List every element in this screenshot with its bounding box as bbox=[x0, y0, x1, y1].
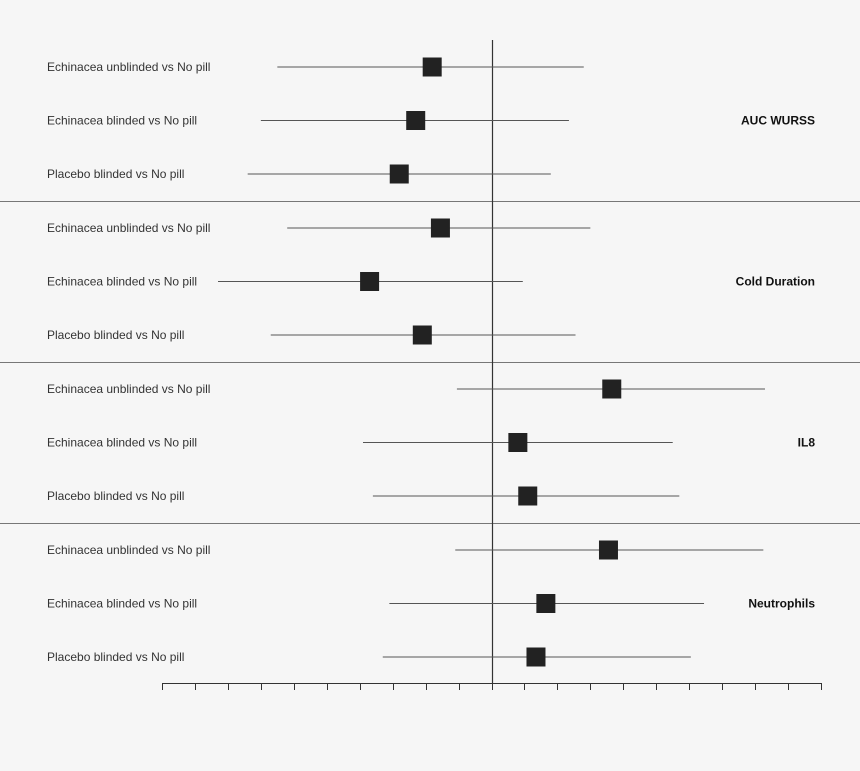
group-labels: AUC WURSS Cold Duration IL8 Neutrophils bbox=[736, 114, 816, 611]
estimate-marker bbox=[412, 325, 432, 345]
estimate-marker bbox=[526, 647, 546, 667]
estimate-marker bbox=[430, 218, 450, 238]
row-label: Placebo blinded vs No pill bbox=[47, 328, 184, 342]
group-label: AUC WURSS bbox=[741, 114, 815, 128]
forest-row: Echinacea unblinded vs No pill bbox=[47, 540, 764, 560]
estimate-marker bbox=[406, 111, 426, 130]
forest-row: Placebo blinded vs No pill bbox=[47, 486, 680, 506]
forest-row: Echinacea blinded vs No pill bbox=[47, 272, 523, 291]
forest-row: Echinacea blinded vs No pill bbox=[47, 111, 569, 130]
estimate-marker bbox=[389, 164, 409, 184]
estimate-marker bbox=[360, 272, 380, 291]
forest-row: Placebo blinded vs No pill bbox=[47, 325, 576, 345]
forest-rows: Echinacea unblinded vs No pill Echinacea … bbox=[47, 57, 765, 667]
forest-row: Echinacea blinded vs No pill bbox=[47, 433, 673, 452]
group-label: Cold Duration bbox=[736, 275, 815, 289]
x-axis bbox=[162, 683, 822, 690]
estimate-marker bbox=[602, 379, 622, 399]
row-label: Echinacea unblinded vs No pill bbox=[47, 221, 210, 235]
forest-row: Echinacea unblinded vs No pill bbox=[47, 218, 591, 238]
row-label: Echinacea unblinded vs No pill bbox=[47, 543, 210, 557]
row-label: Echinacea unblinded vs No pill bbox=[47, 382, 210, 396]
estimate-marker bbox=[422, 57, 442, 77]
row-label: Placebo blinded vs No pill bbox=[47, 489, 184, 503]
group-label: IL8 bbox=[798, 436, 816, 450]
row-label: Echinacea blinded vs No pill bbox=[47, 114, 197, 128]
group-label: Neutrophils bbox=[748, 597, 815, 611]
forest-row: Placebo blinded vs No pill bbox=[47, 164, 551, 184]
row-label: Echinacea blinded vs No pill bbox=[47, 597, 197, 611]
row-label: Echinacea blinded vs No pill bbox=[47, 436, 197, 450]
forest-row: Placebo blinded vs No pill bbox=[47, 647, 691, 667]
estimate-marker bbox=[508, 433, 528, 452]
forest-row: Echinacea unblinded vs No pill bbox=[47, 57, 584, 77]
estimate-marker bbox=[598, 540, 618, 560]
row-label: Echinacea unblinded vs No pill bbox=[47, 60, 210, 74]
row-label: Placebo blinded vs No pill bbox=[47, 167, 184, 181]
row-label: Echinacea blinded vs No pill bbox=[47, 275, 197, 289]
forest-row: Echinacea unblinded vs No pill bbox=[47, 379, 765, 399]
forest-row: Echinacea blinded vs No pill bbox=[47, 594, 705, 613]
group-dividers bbox=[0, 201, 860, 524]
estimate-marker bbox=[536, 594, 556, 613]
estimate-marker bbox=[518, 486, 538, 506]
row-label: Placebo blinded vs No pill bbox=[47, 650, 184, 664]
